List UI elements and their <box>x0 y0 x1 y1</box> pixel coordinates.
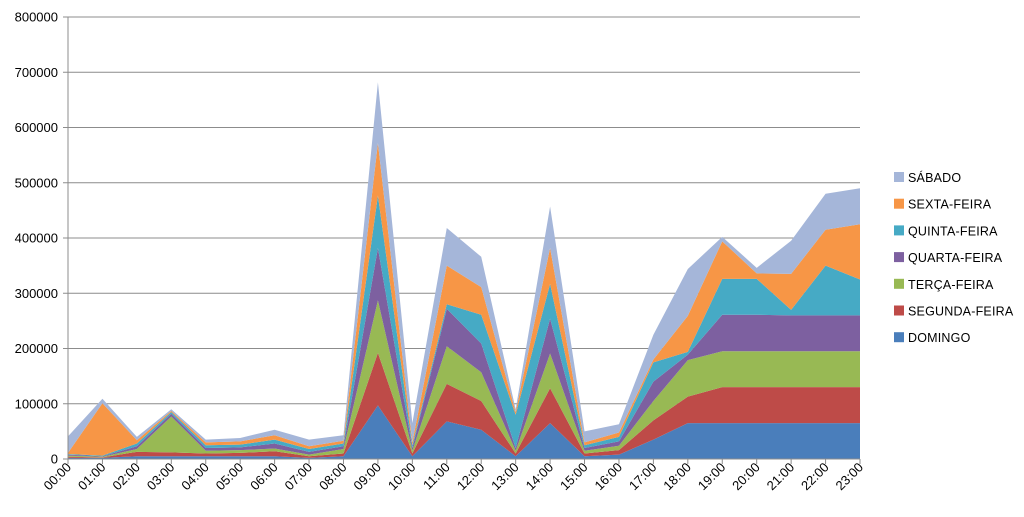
y-tick-label: 800000 <box>15 10 58 25</box>
x-tick-label: 16:00 <box>591 460 625 494</box>
legend: SÁBADO SEXTA-FEIRA QUINTA-FEIRA QUARTA-FEIR… <box>894 170 1014 345</box>
x-tick-label: 23:00 <box>833 460 867 494</box>
gridlines <box>68 16 860 460</box>
x-tick-label: 09:00 <box>350 460 384 494</box>
x-tick-label: 05:00 <box>213 460 247 494</box>
legend-swatch <box>894 278 904 289</box>
y-axis-tick-labels: 0 100000 200000 300000 400000 500000 600000 700… <box>15 10 58 467</box>
area-segunda-feira <box>68 352 860 458</box>
legend-label: SEGUNDA-FEIRA <box>908 305 1014 319</box>
x-tick-label: 15:00 <box>557 460 591 494</box>
series-areas <box>68 82 860 459</box>
legend-swatch <box>894 332 904 343</box>
y-tick-label: 300000 <box>15 286 58 301</box>
legend-swatch <box>894 225 904 236</box>
x-tick-label: 22:00 <box>798 460 832 494</box>
x-tick-label: 11:00 <box>420 460 453 493</box>
x-tick-label: 10:00 <box>385 460 419 494</box>
x-tick-label: 07:00 <box>282 460 316 494</box>
x-tick-label: 21:00 <box>764 460 798 494</box>
area-sexta-feira <box>68 142 860 456</box>
area-quarta-feira <box>68 247 860 457</box>
x-tick-label: 06:00 <box>247 460 281 494</box>
x-tick-label: 18:00 <box>660 460 694 494</box>
legend-label: SÁBADO <box>908 170 961 185</box>
x-tick-label: 04:00 <box>178 460 212 494</box>
axes <box>63 16 861 464</box>
y-tick-label: 100000 <box>15 396 58 411</box>
legend-label: TERÇA-FEIRA <box>908 278 994 292</box>
y-tick-label: 200000 <box>15 341 58 356</box>
area-terca-feira <box>68 300 860 458</box>
x-tick-label: 08:00 <box>316 460 350 494</box>
legend-label: QUINTA-FEIRA <box>908 224 998 238</box>
legend-swatch <box>894 252 904 263</box>
area-domingo <box>68 405 860 459</box>
x-tick-label: 02:00 <box>109 460 143 494</box>
y-tick-label: 0 <box>51 452 58 467</box>
legend-label: SEXTA-FEIRA <box>908 198 992 212</box>
area-quinta-feira <box>68 195 860 457</box>
x-tick-label: 00:00 <box>41 460 75 494</box>
y-tick-label: 600000 <box>15 120 58 135</box>
legend-swatch <box>894 172 904 182</box>
x-tick-label: 01:00 <box>75 460 109 494</box>
x-axis-tick-labels: 00:00 01:00 02:00 03:00 04:00 05:00 06:00 07:00… <box>41 460 867 494</box>
y-tick-label: 700000 <box>15 65 58 80</box>
legend-swatch <box>894 198 904 209</box>
area-sabado <box>68 82 860 453</box>
legend-swatch <box>894 305 904 316</box>
x-tick-label: 12:00 <box>454 460 488 494</box>
x-tick-label: 19:00 <box>695 460 729 494</box>
x-tick-label: 20:00 <box>729 460 763 494</box>
legend-label: QUARTA-FEIRA <box>908 251 1003 265</box>
x-tick-label: 14:00 <box>523 460 557 494</box>
x-tick-label: 17:00 <box>626 460 660 494</box>
y-tick-label: 400000 <box>15 231 58 246</box>
y-tick-label: 500000 <box>15 175 58 190</box>
legend-label: DOMINGO <box>908 331 971 345</box>
x-tick-label: 13:00 <box>488 460 522 494</box>
x-tick-label: 03:00 <box>144 460 178 494</box>
